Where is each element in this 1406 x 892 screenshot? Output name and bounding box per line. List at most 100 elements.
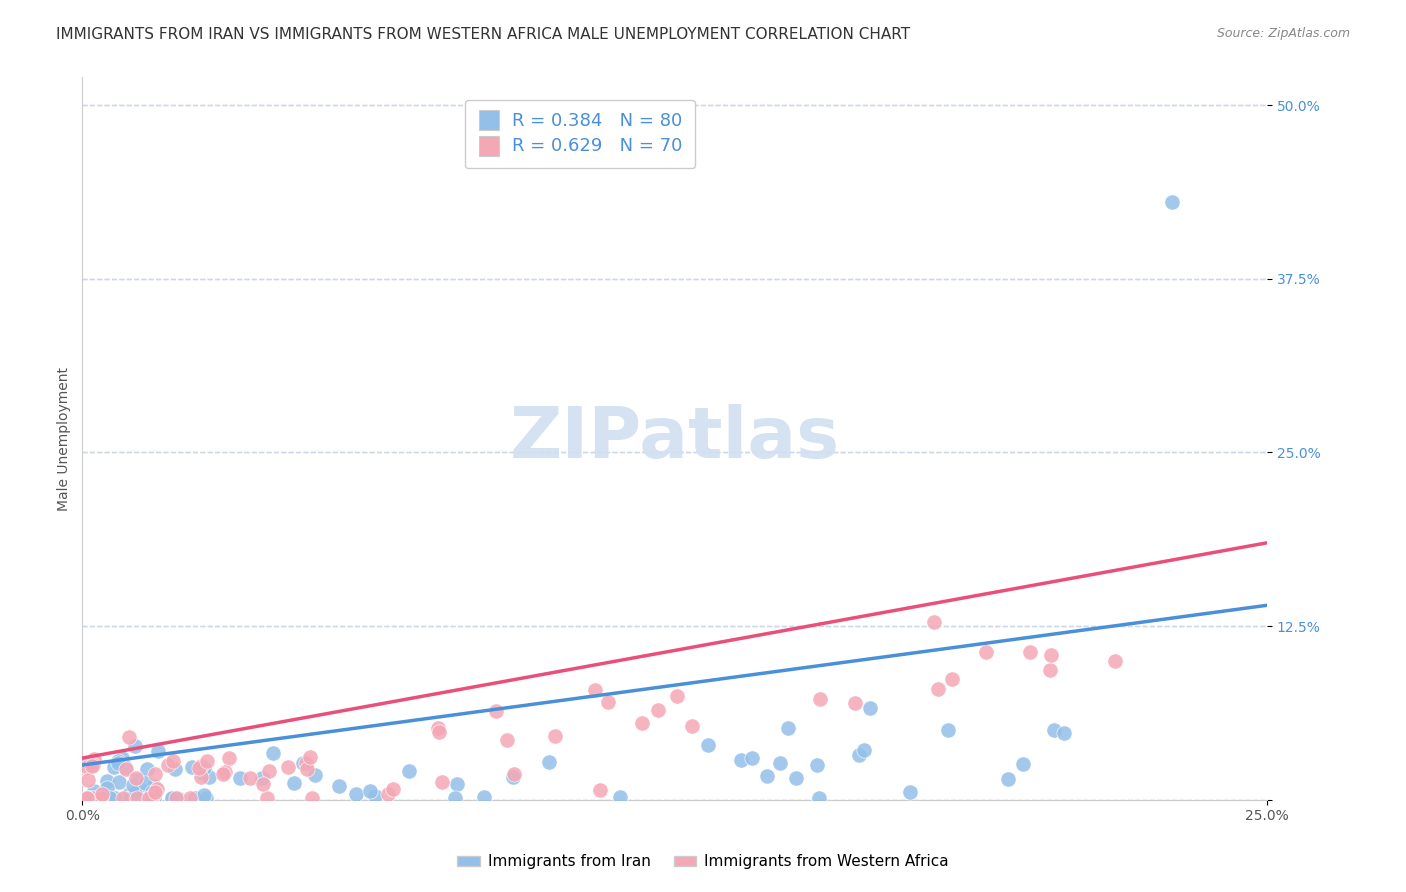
Point xyxy=(214,764,236,779)
Point xyxy=(583,683,606,698)
Point xyxy=(936,723,959,737)
Point xyxy=(229,771,252,785)
Point xyxy=(301,791,323,805)
Point xyxy=(808,692,831,706)
Point xyxy=(91,787,114,801)
Point xyxy=(859,701,882,715)
Point xyxy=(118,731,141,745)
Point xyxy=(79,791,101,805)
Point xyxy=(111,751,134,765)
Point xyxy=(90,791,112,805)
Point xyxy=(120,791,142,805)
Point xyxy=(104,791,127,805)
Point xyxy=(118,787,141,801)
Point xyxy=(212,766,235,780)
Point xyxy=(166,791,188,805)
Point xyxy=(1104,654,1126,668)
Point xyxy=(681,718,703,732)
Point xyxy=(82,791,104,805)
Point xyxy=(148,744,170,758)
Point xyxy=(538,755,561,769)
Point xyxy=(124,739,146,753)
Point xyxy=(472,790,495,805)
Point xyxy=(785,771,807,785)
Point xyxy=(446,777,468,791)
Point xyxy=(107,756,129,771)
Text: IMMIGRANTS FROM IRAN VS IMMIGRANTS FROM WESTERN AFRICA MALE UNEMPLOYMENT CORRELA: IMMIGRANTS FROM IRAN VS IMMIGRANTS FROM … xyxy=(56,27,910,42)
Legend: R = 0.384   N = 80, R = 0.629   N = 70: R = 0.384 N = 80, R = 0.629 N = 70 xyxy=(465,100,695,168)
Point xyxy=(1012,756,1035,771)
Point xyxy=(125,791,148,805)
Point xyxy=(79,791,101,805)
Point xyxy=(143,779,166,793)
Point xyxy=(125,791,148,805)
Point xyxy=(84,791,107,805)
Point xyxy=(808,791,831,805)
Point xyxy=(108,775,131,789)
Point xyxy=(134,784,156,798)
Point xyxy=(741,751,763,765)
Point xyxy=(776,721,799,735)
Point xyxy=(83,752,105,766)
Point xyxy=(122,778,145,792)
Point xyxy=(124,787,146,801)
Point xyxy=(1043,723,1066,737)
Point xyxy=(631,715,654,730)
Point xyxy=(198,770,221,784)
Point xyxy=(262,746,284,760)
Point xyxy=(162,754,184,768)
Point xyxy=(328,779,350,793)
Legend: Immigrants from Iran, Immigrants from Western Africa: Immigrants from Iran, Immigrants from We… xyxy=(451,848,955,875)
Point xyxy=(195,791,218,805)
Point xyxy=(162,791,184,805)
Point xyxy=(922,615,945,629)
Point xyxy=(90,791,112,805)
Point xyxy=(125,772,148,787)
Point xyxy=(359,783,381,797)
Point xyxy=(496,733,519,747)
Point xyxy=(165,791,187,805)
Point xyxy=(852,742,875,756)
Point xyxy=(941,672,963,686)
Point xyxy=(697,739,720,753)
Point xyxy=(124,786,146,800)
Point xyxy=(193,788,215,802)
Point xyxy=(76,760,98,774)
Point xyxy=(187,761,209,775)
Point xyxy=(179,791,201,805)
Point xyxy=(997,772,1019,786)
Point xyxy=(898,785,921,799)
Point xyxy=(184,791,207,805)
Point xyxy=(1052,726,1074,740)
Point xyxy=(974,645,997,659)
Point xyxy=(665,690,688,704)
Point xyxy=(135,762,157,776)
Y-axis label: Male Unemployment: Male Unemployment xyxy=(58,367,72,510)
Point xyxy=(502,766,524,780)
Point xyxy=(111,791,134,805)
Point xyxy=(502,770,524,784)
Point xyxy=(430,775,453,789)
Point xyxy=(485,705,508,719)
Point xyxy=(83,784,105,798)
Point xyxy=(295,762,318,776)
Point xyxy=(114,762,136,776)
Point xyxy=(295,756,318,770)
Point xyxy=(1161,195,1184,210)
Point xyxy=(647,703,669,717)
Point xyxy=(134,776,156,790)
Point xyxy=(1019,645,1042,659)
Point xyxy=(141,785,163,799)
Point xyxy=(125,771,148,785)
Point xyxy=(769,756,792,770)
Point xyxy=(252,777,274,791)
Point xyxy=(304,768,326,782)
Point xyxy=(76,791,98,805)
Point xyxy=(80,791,103,805)
Text: ZIPatlas: ZIPatlas xyxy=(509,404,839,473)
Point xyxy=(426,722,449,736)
Point xyxy=(218,751,240,765)
Point xyxy=(377,787,399,801)
Point xyxy=(190,770,212,784)
Point xyxy=(427,725,450,739)
